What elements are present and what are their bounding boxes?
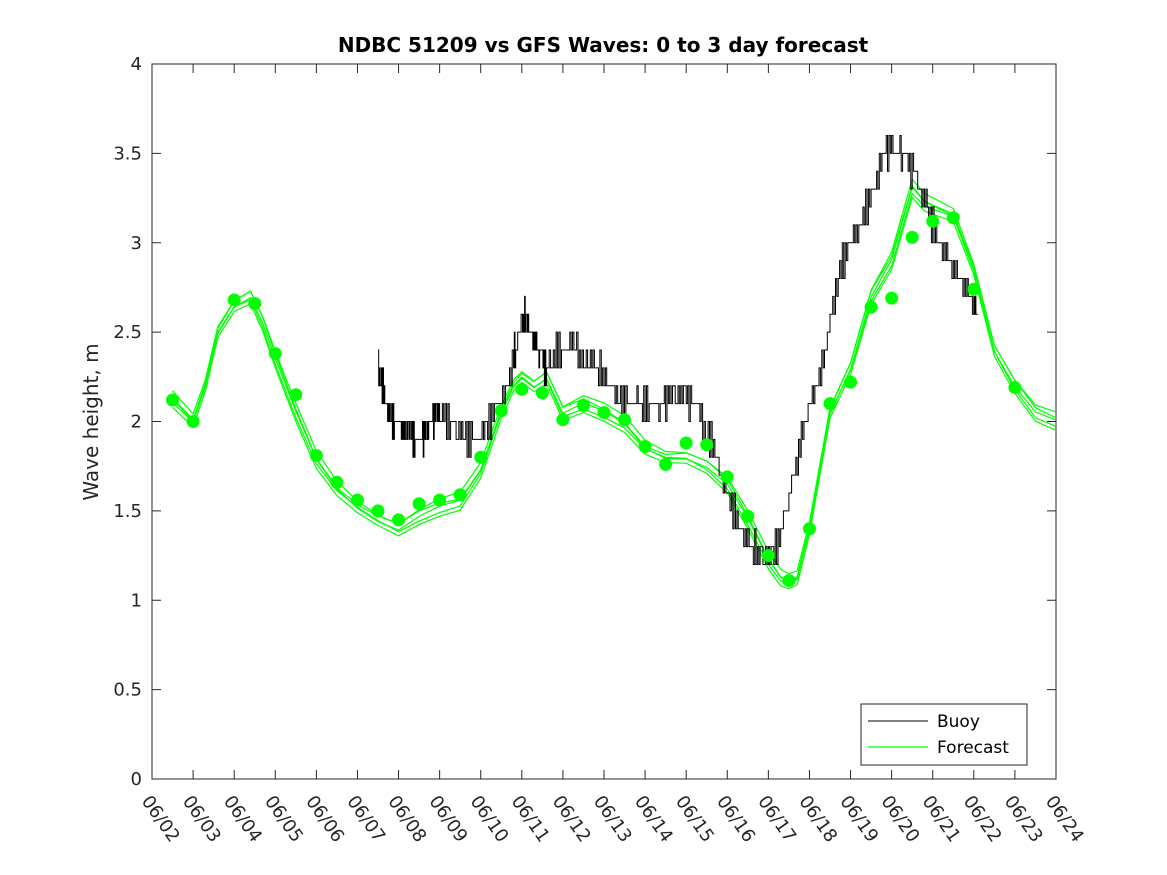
y-tick-label: 2.5 xyxy=(113,322,142,343)
forecast-marker xyxy=(453,488,467,502)
forecast-marker xyxy=(494,404,508,418)
forecast-marker xyxy=(268,347,282,361)
forecast-marker xyxy=(720,470,734,484)
forecast-marker xyxy=(864,300,878,314)
forecast-marker xyxy=(885,291,899,305)
buoy-series-line xyxy=(378,135,978,565)
forecast-marker xyxy=(186,415,200,428)
forecast-marker xyxy=(967,282,981,296)
legend-box xyxy=(860,703,1028,766)
y-tick-label: 1 xyxy=(131,590,142,611)
legend: Buoy Forecast xyxy=(860,703,1028,766)
forecast-marker xyxy=(905,230,919,244)
forecast-marker xyxy=(700,438,714,452)
forecast-marker xyxy=(309,448,323,462)
forecast-marker xyxy=(289,388,303,402)
forecast-marker xyxy=(926,214,940,228)
forecast-marker xyxy=(330,475,344,489)
forecast-marker xyxy=(412,497,426,511)
chart-title: NDBC 51209 vs GFS Waves: 0 to 3 day fore… xyxy=(338,33,869,57)
forecast-marker xyxy=(1008,381,1022,395)
forecast-marker xyxy=(782,574,796,588)
forecast-marker xyxy=(350,493,364,507)
forecast-marker xyxy=(248,297,262,311)
y-tick-label: 4 xyxy=(131,54,142,75)
forecast-marker xyxy=(741,509,755,523)
y-tick-label: 2 xyxy=(131,412,142,433)
forecast-marker xyxy=(679,436,693,450)
forecast-marker xyxy=(433,493,447,507)
forecast-marker xyxy=(946,211,960,225)
forecast-marker xyxy=(823,397,837,411)
series-layer xyxy=(166,135,1057,590)
forecast-marker xyxy=(392,513,406,527)
forecast-marker xyxy=(515,382,529,396)
forecast-marker xyxy=(166,393,180,407)
y-tick-label: 0 xyxy=(131,769,142,790)
forecast-marker xyxy=(844,375,858,389)
forecast-marker xyxy=(618,413,632,427)
y-tick-label: 1.5 xyxy=(113,501,142,522)
forecast-marker xyxy=(597,406,611,420)
forecast-marker xyxy=(535,386,549,400)
y-axis-label: Wave height, m xyxy=(79,343,103,500)
legend-label-buoy: Buoy xyxy=(937,712,980,732)
forecast-marker xyxy=(761,549,775,563)
forecast-series-line xyxy=(172,178,1057,575)
forecast-marker xyxy=(474,450,488,464)
legend-label-forecast: Forecast xyxy=(937,738,1009,758)
y-ticks: 0 0.5 1 1.5 2 2.5 3 3.5 4 xyxy=(113,54,1056,790)
forecast-marker xyxy=(371,504,385,518)
y-tick-label: 0.5 xyxy=(113,680,142,701)
forecast-marker xyxy=(638,440,652,454)
y-tick-label: 3 xyxy=(131,233,142,254)
forecast-marker xyxy=(576,398,590,412)
forecast-series-line xyxy=(172,196,1057,590)
forecast-marker xyxy=(802,522,816,536)
forecast-marker xyxy=(556,413,570,427)
forecast-marker xyxy=(227,293,241,307)
y-tick-label: 3.5 xyxy=(113,143,142,164)
forecast-marker xyxy=(659,457,673,471)
